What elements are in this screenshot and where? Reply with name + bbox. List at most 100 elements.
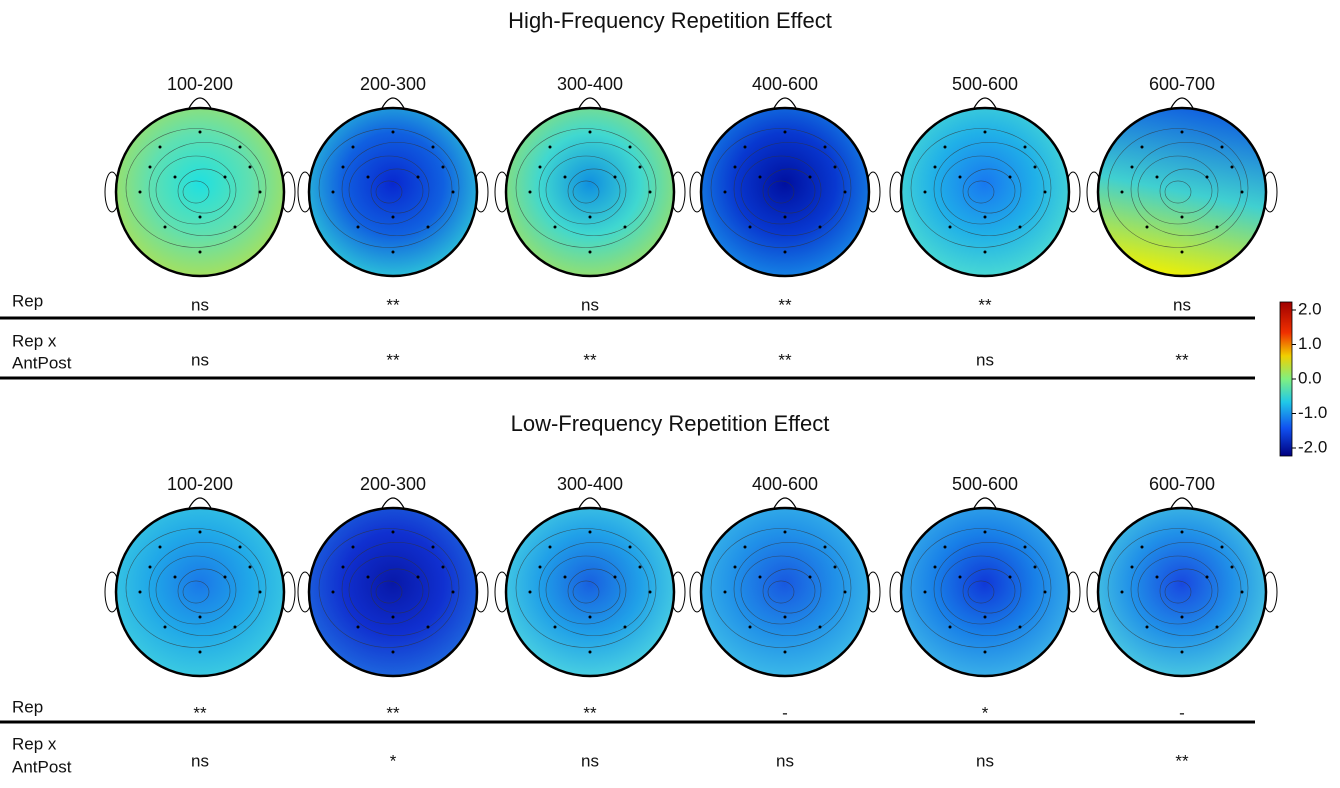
electrode (723, 190, 727, 194)
contour (967, 180, 995, 204)
contour (348, 555, 430, 625)
time-window: 400-600 (752, 74, 818, 94)
significance: ** (978, 295, 992, 314)
electrode (238, 145, 242, 149)
contour (710, 128, 852, 248)
row-label: AntPost (12, 353, 72, 372)
electrode (613, 175, 617, 179)
topo-map (901, 508, 1069, 676)
electrode (331, 590, 335, 594)
colorbar-label: 0.0 (1298, 368, 1322, 387)
electrode (431, 545, 435, 549)
time-window: 600-700 (1149, 74, 1215, 94)
topo-map (116, 108, 284, 276)
electrode (983, 215, 987, 219)
electrode (1240, 190, 1244, 194)
contour (567, 168, 621, 214)
topo-map (506, 108, 674, 276)
panel-title: High-Frequency Repetition Effect (508, 8, 832, 33)
head-outline (307, 106, 479, 278)
significance: ns (581, 295, 599, 314)
contour (567, 568, 621, 614)
contour (1164, 580, 1192, 604)
contour (155, 155, 237, 225)
electrode (426, 225, 430, 229)
electrode (818, 225, 822, 229)
electrode (983, 250, 987, 254)
electrode (331, 190, 335, 194)
electrode (1180, 530, 1184, 534)
electrode (538, 565, 542, 569)
electrode (833, 565, 837, 569)
electrode (1230, 565, 1234, 569)
colorbar-label: -2.0 (1298, 437, 1327, 456)
significance: ** (1175, 350, 1189, 369)
electrode (1023, 145, 1027, 149)
contour (572, 580, 600, 604)
contour (341, 541, 453, 637)
electrode (783, 530, 787, 534)
electrode (1215, 225, 1219, 229)
row-label: Rep (12, 291, 43, 310)
electrode (623, 625, 627, 629)
electrode (366, 575, 370, 579)
electrode (138, 190, 142, 194)
electrode (553, 225, 557, 229)
electrode (548, 145, 552, 149)
contour (1107, 128, 1249, 248)
electrode (173, 575, 177, 579)
electrode (233, 625, 237, 629)
electrode (1205, 175, 1209, 179)
contour (733, 141, 845, 237)
electrode (538, 165, 542, 169)
electrode (356, 625, 360, 629)
electrode (1130, 565, 1134, 569)
significance: ns (191, 751, 209, 770)
nose (577, 97, 603, 111)
electrode (548, 545, 552, 549)
contour (348, 155, 430, 225)
significance: ns (976, 350, 994, 369)
time-window: 600-700 (1149, 474, 1215, 494)
electrode (958, 575, 962, 579)
colorbar-label: 2.0 (1298, 299, 1322, 318)
electrode (1180, 250, 1184, 254)
electrode (1205, 575, 1209, 579)
electrode (1043, 190, 1047, 194)
electrode (351, 545, 355, 549)
contour (1159, 168, 1213, 214)
nose (380, 497, 406, 511)
electrode (1140, 145, 1144, 149)
contour (710, 528, 852, 648)
electrode (588, 650, 592, 654)
electrode (758, 175, 762, 179)
electrode (1033, 565, 1037, 569)
electrode (391, 250, 395, 254)
electrode (758, 575, 762, 579)
electrode (528, 590, 532, 594)
electrode (1023, 545, 1027, 549)
contour (740, 155, 822, 225)
topo-map (309, 508, 477, 676)
electrode (528, 190, 532, 194)
electrode (563, 175, 567, 179)
electrode (366, 175, 370, 179)
significance: ns (776, 751, 794, 770)
contour (148, 141, 260, 237)
electrode (198, 650, 202, 654)
electrode (743, 545, 747, 549)
topo-map (1098, 508, 1266, 676)
electrode (783, 650, 787, 654)
electrode (158, 145, 162, 149)
electrode (1240, 590, 1244, 594)
electrode (173, 175, 177, 179)
contour (545, 555, 627, 625)
electrode (148, 165, 152, 169)
significance: - (782, 703, 788, 722)
contour (733, 541, 845, 637)
electrode (1130, 165, 1134, 169)
significance: ns (1173, 295, 1191, 314)
contour (762, 568, 816, 614)
electrode (451, 190, 455, 194)
